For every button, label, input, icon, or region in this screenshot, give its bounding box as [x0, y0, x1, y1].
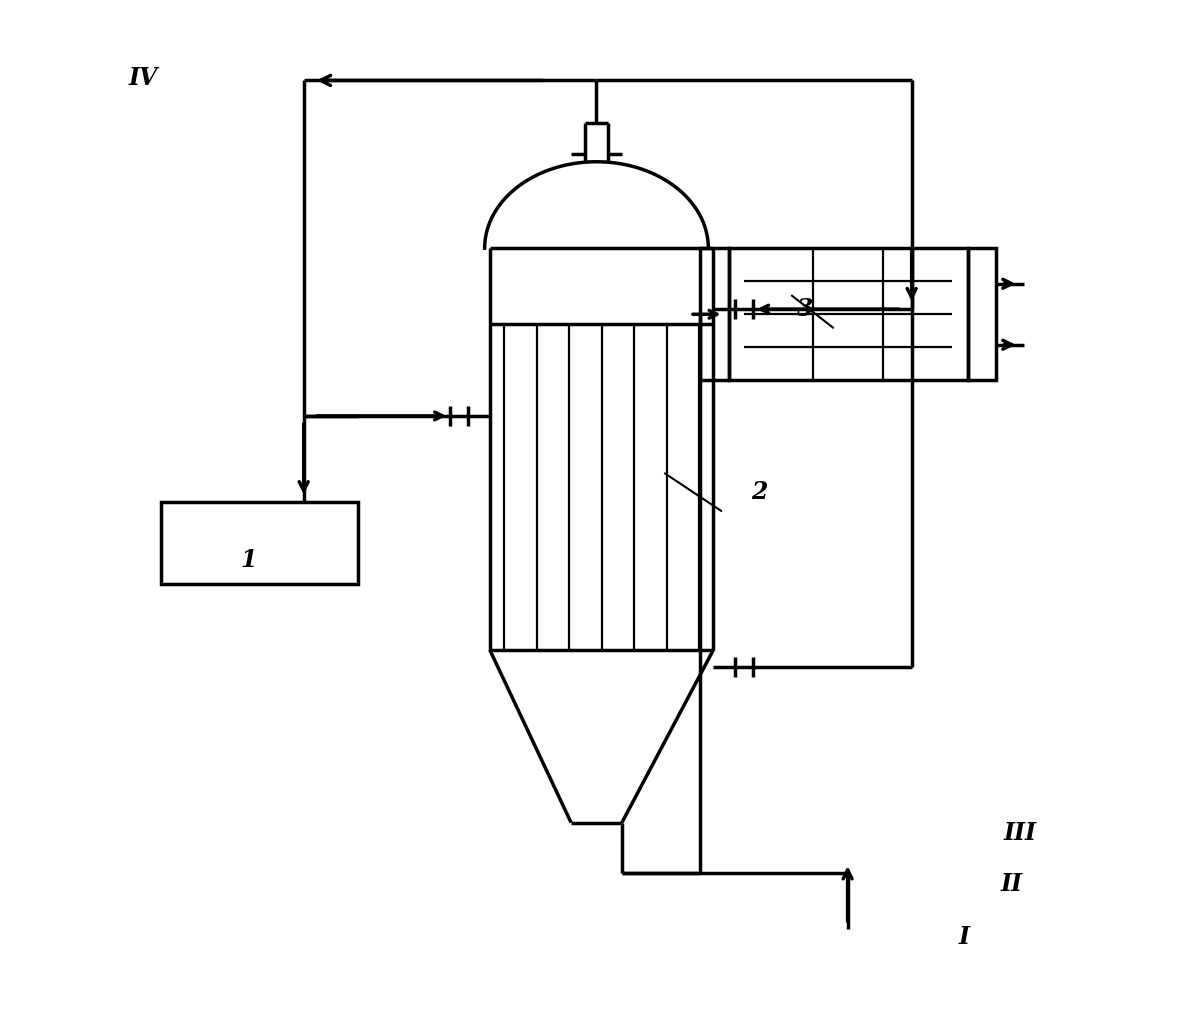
Bar: [968, 248, 996, 380]
Bar: [729, 248, 968, 380]
Text: 3: 3: [797, 297, 814, 321]
Text: I: I: [959, 926, 970, 949]
Bar: [161, 502, 358, 583]
Text: II: II: [1000, 871, 1022, 896]
Text: 2: 2: [750, 480, 767, 504]
Text: III: III: [1005, 821, 1037, 845]
Text: IV: IV: [129, 67, 157, 90]
Bar: [700, 248, 729, 380]
Text: 1: 1: [241, 548, 256, 572]
